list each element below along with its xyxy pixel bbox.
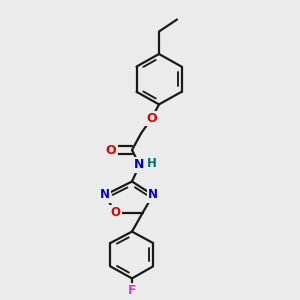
Text: H: H	[147, 157, 157, 170]
Text: O: O	[106, 143, 116, 157]
Text: O: O	[110, 206, 121, 220]
Text: N: N	[134, 158, 145, 172]
Text: N: N	[148, 188, 158, 202]
Text: N: N	[100, 188, 110, 202]
Text: O: O	[146, 112, 157, 125]
Text: F: F	[128, 284, 136, 298]
